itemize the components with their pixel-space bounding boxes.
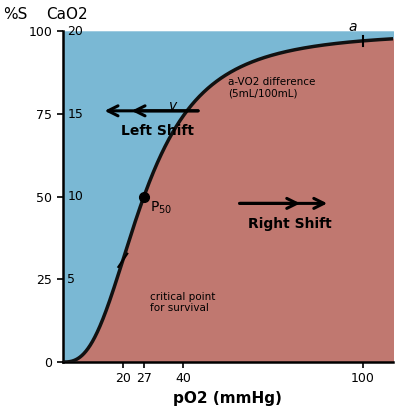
- X-axis label: pO2 (mmHg): pO2 (mmHg): [174, 391, 282, 406]
- Text: %S: %S: [3, 7, 28, 21]
- Text: critical point
for survival: critical point for survival: [150, 292, 215, 313]
- Text: 10: 10: [67, 190, 83, 203]
- Text: a: a: [348, 20, 357, 34]
- Text: Right Shift: Right Shift: [248, 217, 331, 230]
- Text: CaO2: CaO2: [46, 7, 88, 21]
- Text: a-VO2 difference
(5mL/100mL): a-VO2 difference (5mL/100mL): [228, 77, 315, 98]
- Text: 5: 5: [67, 273, 75, 286]
- Text: 20: 20: [67, 25, 83, 38]
- Text: 15: 15: [67, 108, 83, 121]
- Text: v: v: [169, 99, 177, 113]
- Text: P$_{50}$: P$_{50}$: [150, 200, 172, 216]
- Text: Left Shift: Left Shift: [121, 124, 194, 138]
